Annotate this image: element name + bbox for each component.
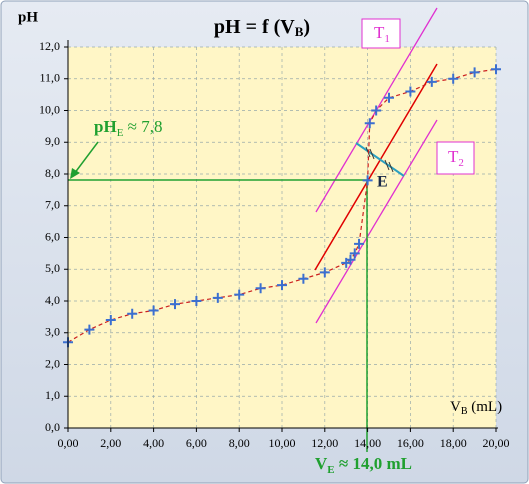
x-tick-label: 2,00 [100, 436, 121, 450]
arrow-head [70, 168, 80, 179]
y-tick-label: 6,0 [45, 229, 60, 243]
point [170, 299, 180, 310]
v-e-label: VE ≈ 14,0 mL [315, 454, 412, 476]
perpendicular [355, 142, 405, 177]
y-tick-label: 11,0 [39, 71, 60, 85]
x-tick-label: 14,00 [354, 436, 381, 450]
x-tick-label: 10,00 [269, 436, 296, 450]
point [191, 296, 202, 306]
point [127, 308, 138, 319]
y-tick-label: 3,0 [45, 325, 60, 339]
y-tick-label: 0,0 [45, 420, 60, 434]
y-tick-label: 12,0 [39, 39, 60, 53]
point [105, 315, 116, 326]
y-tick-label: 2,0 [45, 356, 60, 370]
tangent-t2 [315, 119, 438, 324]
point [448, 73, 459, 84]
point [345, 254, 356, 265]
plot-area [68, 47, 496, 428]
x-tick-label: 20,00 [483, 436, 510, 450]
point [362, 175, 373, 186]
chart-title: pH = f (VB) [214, 16, 310, 39]
point [277, 280, 287, 291]
t1-label: T1 [374, 23, 390, 45]
y-tick-label: 7,0 [45, 198, 60, 212]
y-tick-label: 9,0 [45, 134, 60, 148]
point [354, 238, 365, 249]
point [371, 105, 382, 116]
t1-box [361, 18, 401, 49]
arrow [73, 141, 99, 175]
tick [365, 146, 371, 158]
ph-e-label: pHE ≈ 7,8 [94, 117, 163, 139]
point [364, 118, 375, 129]
point [384, 92, 394, 103]
e-label: E [377, 174, 388, 191]
median-line [314, 63, 438, 271]
tick [369, 148, 375, 160]
x-tick-label: 0,00 [58, 436, 79, 450]
y-tick-label: 5,0 [45, 261, 60, 275]
t2-label: T2 [448, 147, 464, 169]
x-tick-label: 12,00 [311, 436, 338, 450]
t2-box [436, 141, 475, 175]
point [234, 289, 245, 300]
x-tick-label: 18,00 [440, 436, 467, 450]
tick [384, 159, 390, 171]
point [255, 283, 266, 294]
x-tick-label: 8,00 [229, 436, 250, 450]
x-tick-label: 16,00 [397, 436, 424, 450]
point [148, 305, 159, 316]
point [319, 267, 330, 278]
y-tick-label: 10,0 [39, 102, 60, 116]
point [405, 86, 416, 97]
point [491, 64, 501, 75]
point [212, 292, 223, 303]
point [349, 248, 360, 259]
point [298, 273, 309, 284]
point [426, 76, 437, 87]
point [469, 67, 480, 78]
point [84, 324, 95, 335]
y-tick-label: 8,0 [45, 166, 60, 180]
x-tick-label: 6,00 [186, 436, 207, 450]
x-axis-label: VB (mL) [450, 399, 502, 417]
y-tick-label: 1,0 [45, 388, 60, 402]
tick [388, 161, 394, 173]
y-tick-label: 4,0 [45, 293, 60, 307]
y-axis-label: pH [18, 9, 38, 25]
x-tick-label: 4,00 [143, 436, 164, 450]
